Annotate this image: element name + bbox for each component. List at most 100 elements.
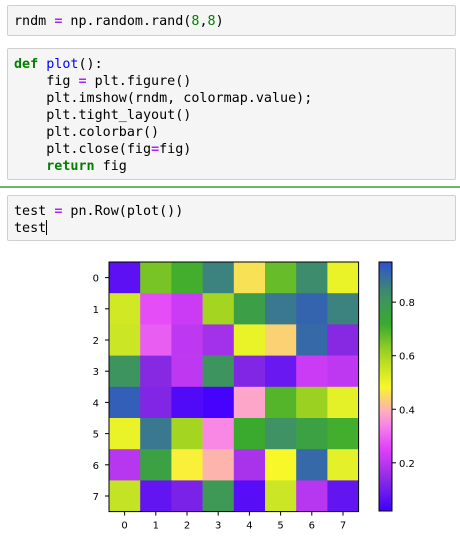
- heatmap-cell: [265, 262, 297, 294]
- code-token: =: [54, 204, 63, 219]
- code-line: rndm = np.random.rand(8,8): [14, 13, 224, 30]
- x-tick-label: 3: [215, 521, 221, 532]
- heatmap-cell: [296, 386, 328, 419]
- heatmap-cell: [140, 480, 172, 512]
- colorbar-tick-label: 0.4: [399, 405, 415, 416]
- code-token: fig): [159, 142, 192, 157]
- heatmap-cell: [171, 386, 203, 419]
- heatmap-cell: [296, 293, 328, 325]
- heatmap-cell: [202, 293, 235, 325]
- code-token: fig: [94, 159, 127, 174]
- code-cell-1[interactable]: rndm = np.random.rand(8,8): [7, 5, 456, 36]
- heatmap-cell: [296, 355, 328, 388]
- heatmap-cell: [109, 480, 141, 512]
- y-tick-label: 5: [93, 430, 99, 441]
- code-line: plt.tight_layout(): [14, 107, 312, 124]
- heatmap-cell: [140, 324, 172, 356]
- heatmap-cell: [296, 480, 328, 512]
- heatmap-cell: [140, 449, 172, 481]
- heatmap-cell: [140, 386, 172, 419]
- code-line: test = pn.Row(plot()): [14, 203, 183, 220]
- heatmap-cell: [265, 418, 297, 450]
- y-tick-label: 2: [93, 336, 99, 347]
- x-tick-label: 5: [277, 521, 283, 532]
- y-tick-label: 1: [93, 305, 99, 316]
- heatmap-cell: [327, 324, 359, 356]
- text-cursor: [46, 220, 48, 235]
- colorbar-tick-label: 0.6: [399, 352, 415, 363]
- code-line: plt.imshow(rndm, colormap.value);: [14, 90, 312, 107]
- code-token: ():: [78, 57, 103, 72]
- heatmap-cell: [265, 480, 297, 512]
- code-token: np.random.rand(: [62, 14, 192, 29]
- heatmap-cell: [109, 262, 141, 294]
- heatmap-cell: [171, 324, 203, 356]
- heatmap-cell: [233, 293, 266, 325]
- code-token: def: [14, 57, 39, 72]
- y-tick-label: 6: [93, 461, 99, 472]
- code-token: rndm: [14, 14, 55, 29]
- code-token: ): [215, 14, 224, 29]
- heatmap-cell: [109, 418, 141, 450]
- code-token: plt.close(fig: [14, 142, 152, 157]
- heatmap-cell: [109, 449, 141, 481]
- code-line: plt.colorbar(): [14, 124, 312, 141]
- x-tick-label: 4: [246, 521, 252, 532]
- code-line: def plot():: [14, 56, 312, 73]
- heatmap-cell: [233, 418, 266, 450]
- heatmap-cell: [109, 386, 141, 419]
- code-token: 8: [207, 14, 216, 29]
- heatmap-cell: [233, 386, 266, 419]
- code-token: plt.colorbar(): [14, 125, 160, 140]
- heatmap-cell: [202, 324, 235, 356]
- code-block: test = pn.Row(plot()) test: [8, 196, 189, 244]
- code-token: fig: [14, 74, 79, 89]
- y-tick-label: 4: [93, 398, 99, 409]
- heatmap-cell: [140, 355, 172, 388]
- heatmap-cell: [265, 324, 297, 356]
- colorbar-tick-label: 0.2: [399, 459, 415, 470]
- heatmap-cell: [171, 355, 203, 388]
- heatmap-cell: [265, 449, 297, 481]
- code-token: [14, 159, 46, 174]
- x-tick-label: 1: [153, 521, 159, 532]
- code-line: rndm = np.random.rand(8,8): [8, 6, 230, 37]
- code-token: plt.imshow(rndm, colormap.value);: [14, 91, 313, 106]
- code-token: =: [54, 14, 63, 29]
- heatmap-cell: [171, 449, 203, 481]
- code-token: test: [14, 204, 55, 219]
- heatmap-cell: [296, 324, 328, 356]
- code-token: =: [78, 74, 87, 89]
- y-tick-label: 7: [93, 492, 99, 503]
- heatmap-cell: [327, 386, 359, 419]
- heatmap-cell: [327, 449, 359, 481]
- colorbar: [378, 261, 393, 512]
- heatmap-cell: [171, 293, 203, 325]
- heatmap-cell: [202, 480, 235, 512]
- heatmap-cell: [109, 293, 141, 325]
- heatmap-cell: [265, 355, 297, 388]
- heatmap-cell: [327, 480, 359, 512]
- y-tick-label: 3: [93, 367, 99, 378]
- heatmap-cell: [171, 480, 203, 512]
- heatmap-cell: [296, 262, 328, 294]
- code-line: plt.close(fig=fig): [14, 141, 312, 158]
- heatmap-cell: [140, 262, 172, 294]
- code-block: def plot(): fig = plt.figure() plt.imsho…: [8, 49, 318, 182]
- x-tick-label: 2: [184, 521, 190, 532]
- heatmap-cell: [233, 355, 266, 388]
- x-tick-label: 7: [340, 521, 346, 532]
- heatmap-cell: [140, 418, 172, 450]
- heatmap-cell: [327, 262, 359, 294]
- plot-frame: [108, 261, 360, 513]
- heatmap-cell: [265, 386, 297, 419]
- heatmap-cell: [327, 355, 359, 388]
- code-token: ,: [199, 14, 208, 29]
- code-cell-2[interactable]: def plot(): fig = plt.figure() plt.imsho…: [7, 48, 456, 180]
- code-token: pn.Row(plot()): [62, 204, 184, 219]
- code-token: 8: [191, 14, 200, 29]
- code-token: =: [151, 142, 160, 157]
- heatmap-cell: [109, 355, 141, 388]
- code-cell-3[interactable]: test = pn.Row(plot()) test: [7, 195, 456, 241]
- heatmap-cell: [202, 386, 235, 419]
